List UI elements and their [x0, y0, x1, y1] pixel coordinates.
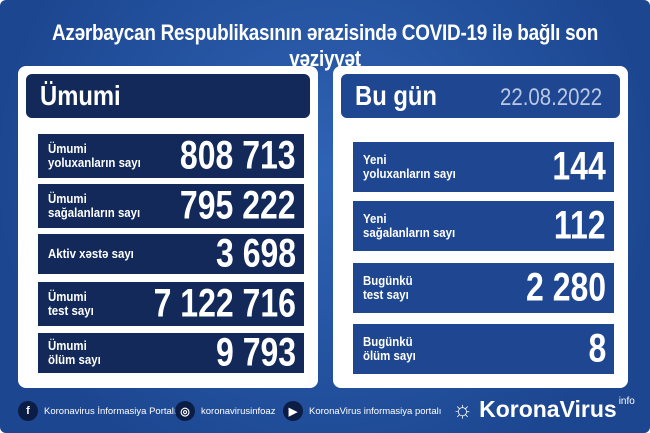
- label-line2: ölüm sayı: [363, 348, 416, 363]
- stat-label: Yeni sağalanların sayı: [363, 212, 455, 240]
- stat-value: 7 122 716: [153, 281, 296, 326]
- label-line1: Ümumi: [48, 141, 87, 156]
- sun-icon: ☼: [452, 396, 474, 422]
- stat-row: Yeni sağalanların sayı 112: [353, 201, 614, 251]
- instagram-label: koronavirusinfoaz: [201, 405, 276, 417]
- stat-value: 2 280: [525, 265, 606, 310]
- stat-value: 808 713: [180, 133, 296, 178]
- label-line2: test sayı: [363, 287, 409, 302]
- label-line1: Aktiv xəstə sayı: [48, 246, 134, 261]
- stat-label: Ümumi ölüm sayı: [48, 339, 101, 367]
- brand-name: KoronaVirus: [479, 396, 617, 422]
- stat-row: Ümumi test sayı 7 122 716: [38, 282, 304, 326]
- youtube-label: KoronaVirus informasiya portalı: [309, 405, 442, 417]
- stat-label: Aktiv xəstə sayı: [48, 247, 134, 261]
- facebook-icon: f: [18, 401, 38, 421]
- youtube-icon: ▶: [283, 401, 303, 421]
- stat-label: Ümumi yoluxanların sayı: [48, 142, 141, 170]
- stat-row: Bugünkü ölüm sayı 8: [353, 324, 614, 374]
- stat-value: 3 698: [215, 231, 296, 276]
- stat-label: Ümumi sağalanların sayı: [48, 192, 140, 220]
- stat-label: Yeni yoluxanların sayı: [363, 153, 456, 181]
- label-line2: ölüm sayı: [48, 352, 101, 367]
- total-header: Ümumi: [26, 74, 310, 118]
- date: 22.08.2022: [499, 84, 602, 111]
- label-line1: Yeni: [363, 211, 387, 226]
- label-line2: yoluxanların sayı: [48, 155, 141, 170]
- brand-sup: info: [618, 396, 635, 407]
- stat-value: 795 222: [180, 183, 296, 228]
- youtube-link[interactable]: ▶ KoronaVirus informasiya portalı: [283, 398, 441, 424]
- facebook-link[interactable]: f Koronavirus İnformasiya Portalı: [18, 398, 177, 424]
- label-line1: Bugünkü: [363, 273, 413, 288]
- label-line2: sağalanların sayı: [363, 225, 456, 240]
- total-panel: Ümumi Ümumi yoluxanların sayı 808 713 Ümum…: [18, 66, 318, 388]
- instagram-link[interactable]: ◎ koronavirusinfoaz: [175, 398, 275, 424]
- stat-row: Bugünkü test sayı 2 280: [353, 263, 614, 313]
- label-line1: Ümumi: [48, 191, 87, 206]
- title: Azərbaycan Respublikasının ərazisində CO…: [52, 20, 598, 71]
- total-header-title: Ümumi: [40, 80, 121, 111]
- stat-row: Yeni yoluxanların sayı 144: [353, 142, 614, 192]
- facebook-label: Koronavirus İnformasiya Portalı: [44, 405, 177, 417]
- stat-label: Bugünkü ölüm sayı: [363, 335, 416, 363]
- label-line2: sağalanların sayı: [48, 205, 141, 220]
- instagram-icon: ◎: [175, 401, 195, 421]
- stat-row: Ümumi sağalanların sayı 795 222: [38, 184, 304, 228]
- brand-logo: ☼ KoronaVirus info: [452, 396, 635, 423]
- stat-value: 112: [554, 203, 606, 248]
- stat-value: 144: [552, 144, 606, 189]
- label-line1: Yeni: [363, 152, 387, 167]
- label-line2: test sayı: [48, 303, 94, 318]
- stat-row: Ümumi yoluxanların sayı 808 713: [38, 134, 304, 178]
- stat-value: 9 793: [215, 330, 296, 375]
- stat-value: 8: [588, 326, 606, 371]
- label-line1: Bugünkü: [363, 334, 413, 349]
- stat-label: Ümumi test sayı: [48, 290, 94, 318]
- label-line1: Ümumi: [48, 338, 87, 353]
- today-panel: Bu gün 22.08.2022 Yeni yoluxanların sayı 14…: [333, 66, 628, 388]
- stat-row: Aktiv xəstə sayı 3 698: [38, 231, 304, 276]
- stat-label: Bugünkü test sayı: [363, 274, 413, 302]
- today-header-title: Bu gün: [355, 80, 437, 111]
- stat-row: Ümumi ölüm sayı 9 793: [38, 330, 304, 375]
- label-line1: Ümumi: [48, 289, 87, 304]
- label-line2: yoluxanların sayı: [363, 166, 456, 181]
- today-header: Bu gün 22.08.2022: [341, 74, 620, 118]
